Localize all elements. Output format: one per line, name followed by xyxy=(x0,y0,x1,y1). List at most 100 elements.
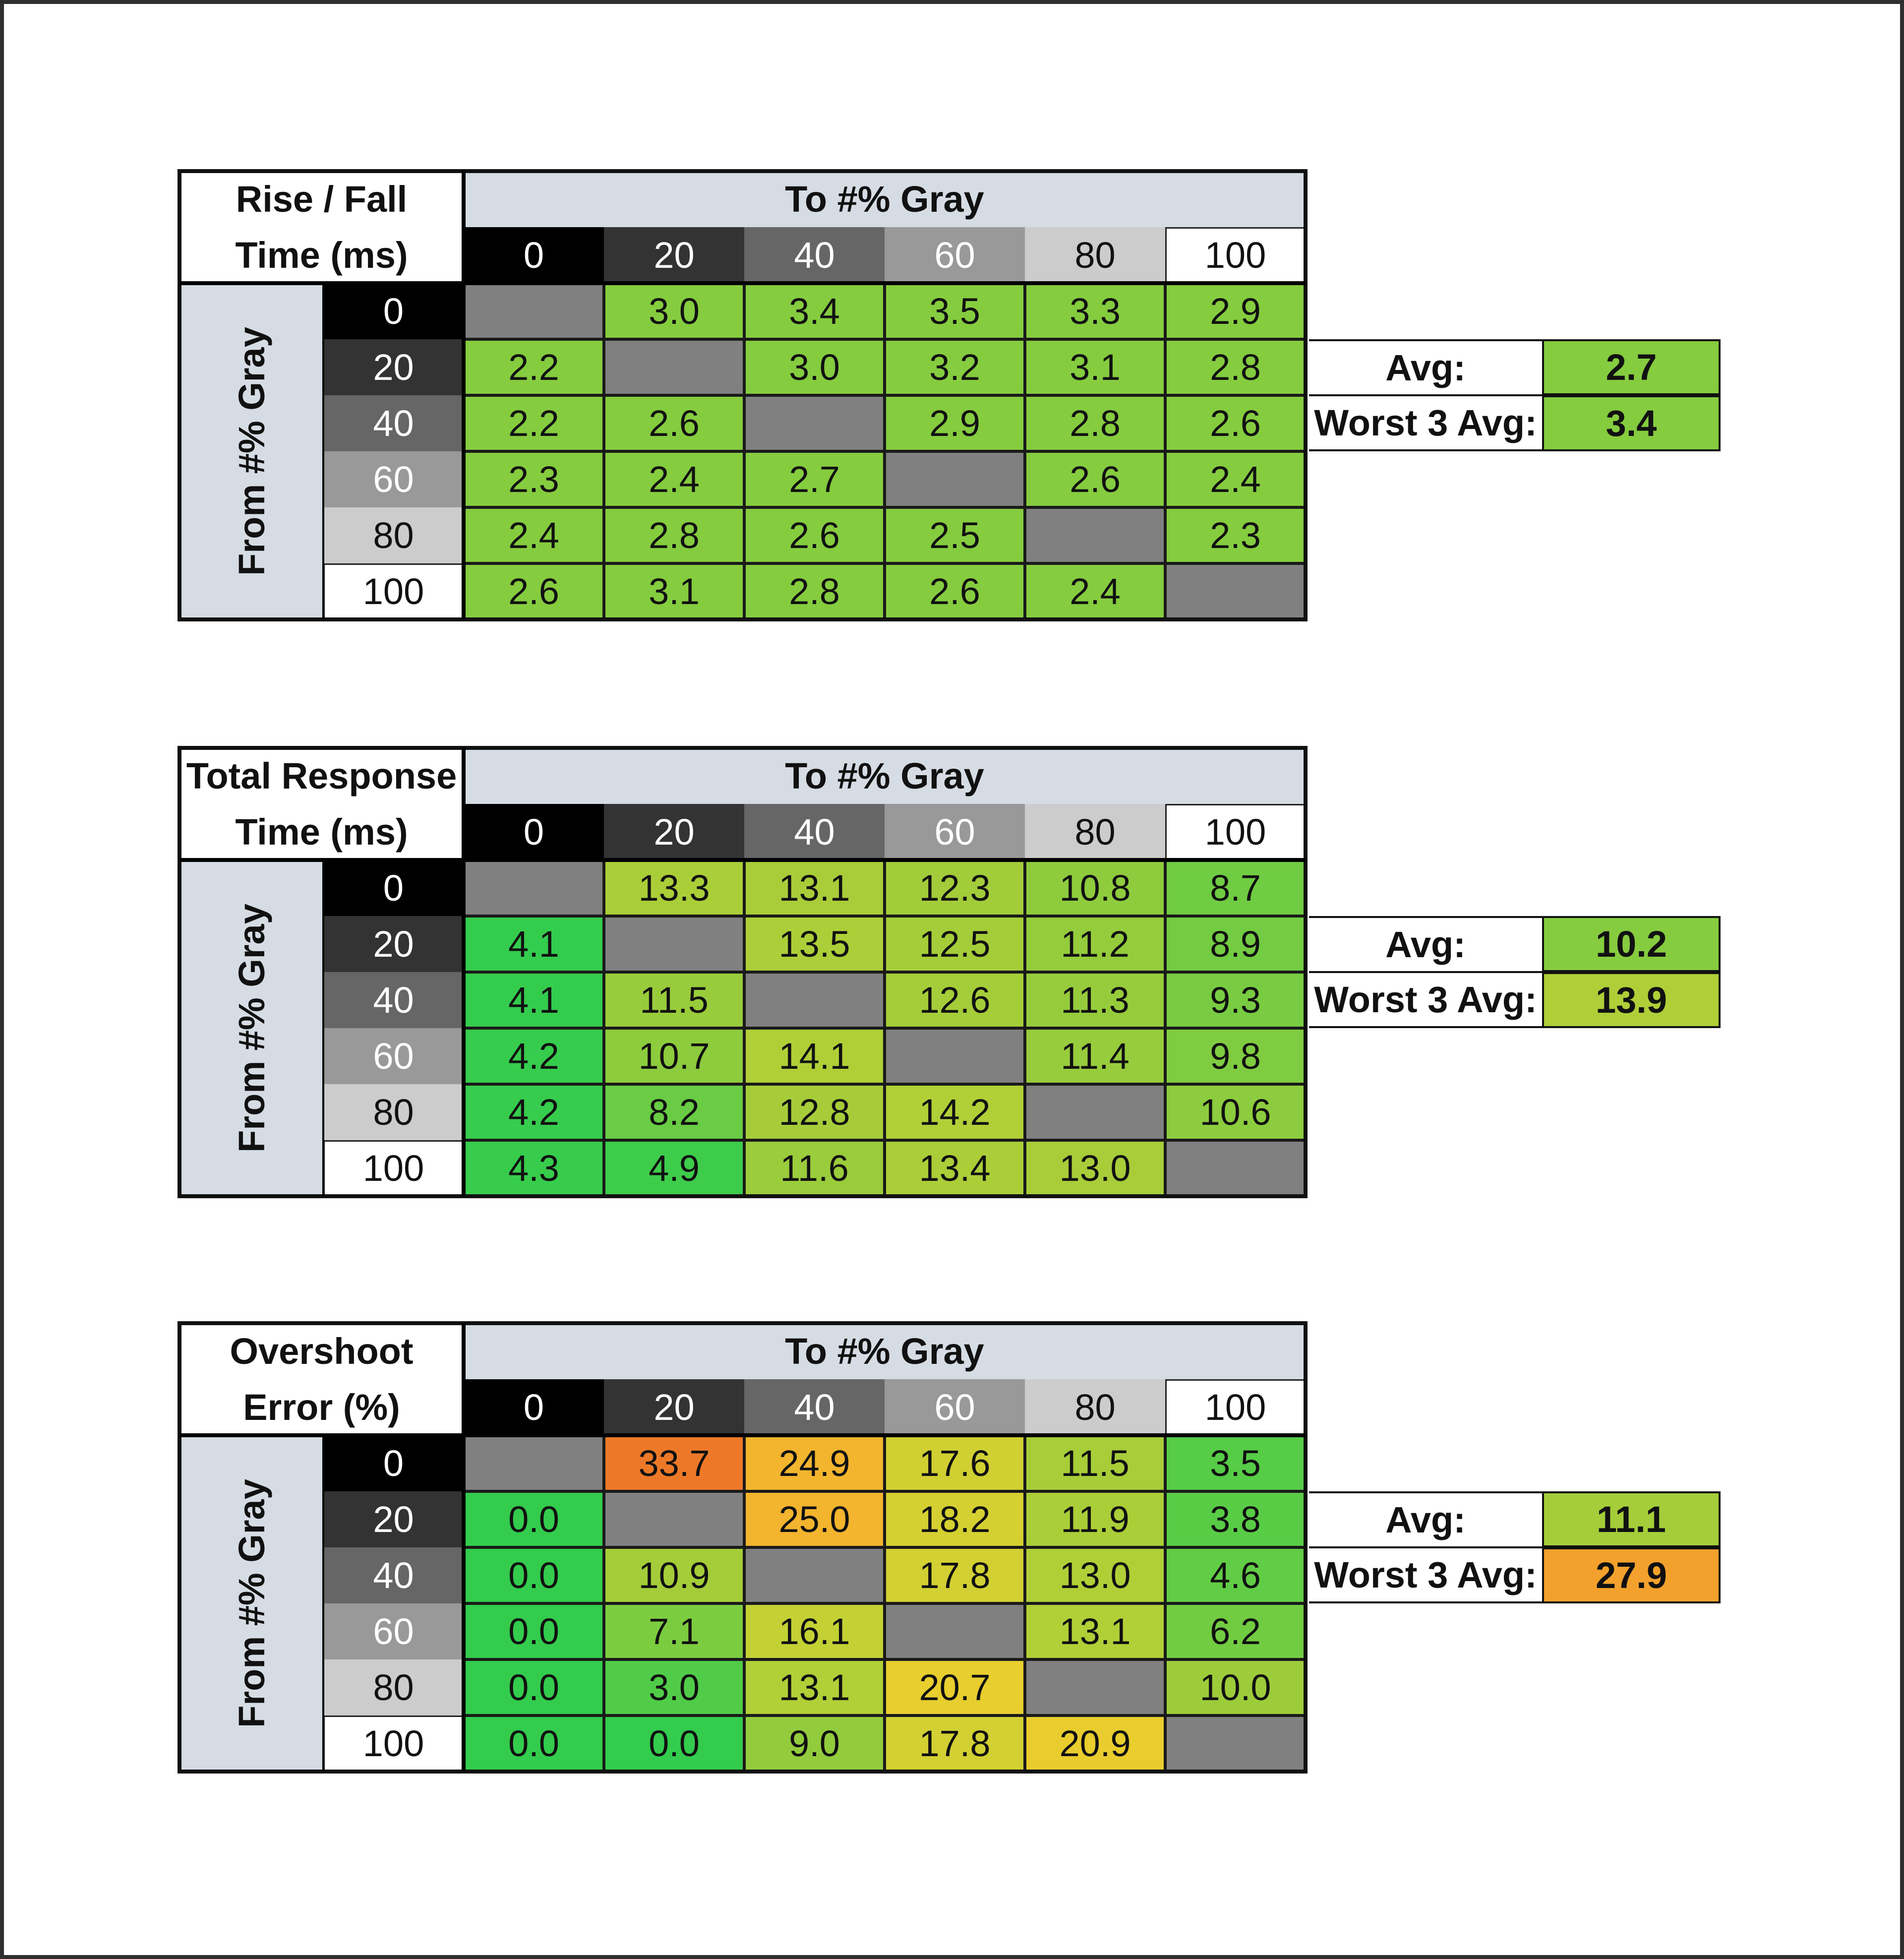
summary-value: 2.7 xyxy=(1542,339,1721,395)
separator xyxy=(179,858,1306,862)
value-cell: 2.4 xyxy=(1165,451,1306,507)
diagonal-cell xyxy=(1025,1084,1165,1140)
column-label: 40 xyxy=(744,227,885,283)
row-label: 100 xyxy=(323,1715,464,1772)
table-title-line: Time (ms) xyxy=(235,811,408,853)
separator xyxy=(462,171,466,619)
diagonal-cell xyxy=(464,860,604,916)
value-cell: 0.0 xyxy=(464,1491,604,1547)
value-cell: 2.6 xyxy=(885,563,1025,619)
value-cell: 2.4 xyxy=(604,451,744,507)
value-cell: 9.0 xyxy=(744,1715,885,1772)
value-cell: 2.2 xyxy=(464,339,604,395)
summary-value: 27.9 xyxy=(1542,1547,1721,1603)
column-label: 0 xyxy=(464,227,604,283)
summary-label: Worst 3 Avg: xyxy=(1309,395,1542,451)
table-title: Rise / Fall Time (ms) xyxy=(179,171,464,283)
value-cell: 4.6 xyxy=(1165,1547,1306,1603)
value-cell: 4.3 xyxy=(464,1140,604,1196)
value-cell: 20.7 xyxy=(885,1659,1025,1715)
value-cell: 8.2 xyxy=(604,1084,744,1140)
value-cell: 14.1 xyxy=(744,1028,885,1084)
diagonal-cell xyxy=(744,972,885,1028)
value-cell: 11.5 xyxy=(604,972,744,1028)
value-cell: 8.7 xyxy=(1165,860,1306,916)
value-cell: 13.1 xyxy=(744,860,885,916)
column-label: 0 xyxy=(464,1379,604,1435)
column-label: 20 xyxy=(604,227,744,283)
value-cell: 18.2 xyxy=(885,1491,1025,1547)
value-cell: 3.5 xyxy=(1165,1435,1306,1491)
row-label: 60 xyxy=(323,1028,464,1084)
summary-label: Avg: xyxy=(1309,339,1542,395)
column-label: 20 xyxy=(604,804,744,860)
value-cell: 2.6 xyxy=(604,395,744,451)
row-label: 60 xyxy=(323,451,464,507)
table-title-line: Total Response xyxy=(186,755,457,796)
value-cell: 3.5 xyxy=(885,283,1025,339)
value-cell: 12.6 xyxy=(885,972,1025,1028)
value-cell: 13.4 xyxy=(885,1140,1025,1196)
diagonal-cell xyxy=(744,1547,885,1603)
row-label: 60 xyxy=(323,1603,464,1659)
row-label: 0 xyxy=(323,860,464,916)
row-label: 100 xyxy=(323,563,464,619)
value-cell: 2.8 xyxy=(1165,339,1306,395)
value-cell: 2.3 xyxy=(464,451,604,507)
value-cell: 11.9 xyxy=(1025,1491,1165,1547)
separator xyxy=(179,1433,1306,1437)
diagonal-cell xyxy=(885,451,1025,507)
column-label: 100 xyxy=(1165,1379,1306,1435)
separator xyxy=(462,1323,466,1772)
value-cell: 0.0 xyxy=(464,1659,604,1715)
diagonal-cell xyxy=(604,339,744,395)
value-cell: 0.0 xyxy=(604,1715,744,1772)
value-cell: 10.7 xyxy=(604,1028,744,1084)
row-label: 40 xyxy=(323,1547,464,1603)
value-cell: 10.9 xyxy=(604,1547,744,1603)
column-label: 60 xyxy=(885,227,1025,283)
value-cell: 2.9 xyxy=(1165,283,1306,339)
value-cell: 3.1 xyxy=(604,563,744,619)
table-title-line: Rise / Fall xyxy=(236,179,408,220)
value-cell: 3.1 xyxy=(1025,339,1165,395)
column-label: 0 xyxy=(464,804,604,860)
value-cell: 2.5 xyxy=(885,507,1025,563)
summary-label: Worst 3 Avg: xyxy=(1309,972,1542,1028)
value-cell: 9.8 xyxy=(1165,1028,1306,1084)
diagonal-cell xyxy=(885,1603,1025,1659)
value-cell: 2.3 xyxy=(1165,507,1306,563)
column-header: To #% Gray xyxy=(464,748,1306,804)
diagonal-cell xyxy=(1025,507,1165,563)
column-header: To #% Gray xyxy=(464,171,1306,227)
separator xyxy=(322,1435,324,1772)
value-cell: 10.6 xyxy=(1165,1084,1306,1140)
column-label: 40 xyxy=(744,1379,885,1435)
value-cell: 2.6 xyxy=(744,507,885,563)
value-cell: 16.1 xyxy=(744,1603,885,1659)
summary-value: 13.9 xyxy=(1542,972,1721,1028)
value-cell: 3.0 xyxy=(604,283,744,339)
column-label: 100 xyxy=(1165,227,1306,283)
value-cell: 2.8 xyxy=(604,507,744,563)
value-cell: 25.0 xyxy=(744,1491,885,1547)
value-cell: 13.0 xyxy=(1025,1547,1165,1603)
value-cell: 4.1 xyxy=(464,972,604,1028)
value-cell: 24.9 xyxy=(744,1435,885,1491)
value-cell: 2.6 xyxy=(1165,395,1306,451)
value-cell: 11.5 xyxy=(1025,1435,1165,1491)
column-header: To #% Gray xyxy=(464,1323,1306,1379)
value-cell: 13.0 xyxy=(1025,1140,1165,1196)
row-label: 80 xyxy=(323,1084,464,1140)
value-cell: 0.0 xyxy=(464,1547,604,1603)
row-label: 20 xyxy=(323,1491,464,1547)
diagonal-cell xyxy=(1025,1659,1165,1715)
value-cell: 11.6 xyxy=(744,1140,885,1196)
value-cell: 9.3 xyxy=(1165,972,1306,1028)
value-cell: 2.6 xyxy=(1025,451,1165,507)
row-label: 40 xyxy=(323,395,464,451)
row-label: 40 xyxy=(323,972,464,1028)
value-cell: 20.9 xyxy=(1025,1715,1165,1772)
diagonal-cell xyxy=(604,1491,744,1547)
